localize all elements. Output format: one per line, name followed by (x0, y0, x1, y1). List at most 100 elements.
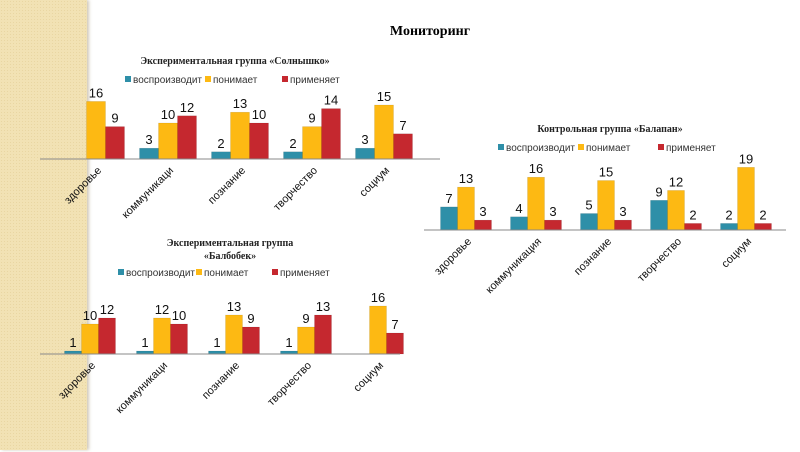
bar (314, 314, 332, 355)
legend-label: понимает (213, 75, 258, 86)
legend-label: воспроизводит (506, 143, 575, 154)
legend-swatch (196, 269, 202, 275)
category-label: социум (719, 236, 754, 271)
bar (86, 101, 106, 160)
data-label: 15 (377, 89, 391, 104)
bar (225, 314, 243, 355)
category-label: творчество (635, 236, 684, 285)
category-label: познание (200, 360, 242, 402)
category-label: коммуникаци (114, 360, 170, 416)
data-label: 9 (655, 184, 662, 199)
data-label: 5 (585, 198, 592, 213)
bar (98, 317, 116, 355)
bar (720, 223, 738, 231)
bar (355, 147, 375, 160)
bar (230, 111, 250, 160)
category-label: коммуникация (484, 236, 545, 297)
data-label: 2 (289, 136, 296, 151)
data-label: 1 (285, 335, 292, 350)
legend-label: воспроизводит (126, 268, 195, 279)
legend-label: понимает (204, 268, 249, 279)
bar (249, 122, 269, 160)
data-label: 13 (459, 171, 473, 186)
bar (754, 223, 772, 231)
decorative-side-strip (0, 0, 87, 450)
bar (474, 219, 492, 231)
data-label: 3 (619, 204, 626, 219)
bar (527, 176, 545, 231)
legend-label: применяет (290, 75, 340, 86)
bar (211, 151, 231, 160)
data-label: 13 (227, 299, 241, 314)
category-label: социум (351, 360, 386, 395)
bar (544, 219, 562, 231)
bar (297, 326, 315, 355)
chart-solnyshko: Экспериментальная группа «Солнышко» воспр… (40, 56, 440, 221)
data-label: 16 (371, 290, 385, 305)
page-title: Мониторинг (389, 24, 471, 39)
bar (457, 186, 475, 231)
bar (81, 323, 99, 355)
legend-label: воспроизводит (133, 75, 202, 86)
data-label: 3 (549, 204, 556, 219)
bar (374, 104, 394, 160)
chart-title: Экспериментальная группа (167, 238, 293, 249)
data-label: 2 (725, 207, 732, 222)
legend-swatch (282, 76, 288, 82)
chart-title: «Балбобек» (204, 251, 256, 262)
bar (170, 323, 188, 355)
data-label: 2 (689, 207, 696, 222)
category-label: познание (572, 236, 614, 278)
chart-balapan: Контрольная группа «Балапан» воспроизводи… (424, 124, 786, 297)
bar (139, 147, 159, 160)
bar (105, 126, 125, 160)
category-label: творчество (271, 165, 320, 214)
data-label: 10 (83, 308, 97, 323)
bar (684, 223, 702, 231)
bar (650, 200, 668, 231)
legend-swatch (125, 76, 131, 82)
data-label: 9 (247, 311, 254, 326)
data-label: 3 (479, 204, 486, 219)
data-label: 9 (308, 111, 315, 126)
data-label: 12 (155, 302, 169, 317)
bar (667, 190, 685, 231)
category-label: познание (206, 165, 248, 207)
bar (580, 213, 598, 231)
bar (242, 326, 260, 355)
legend-label: применяет (666, 143, 716, 154)
legend-swatch (578, 144, 584, 150)
data-label: 12 (180, 100, 194, 115)
data-label: 14 (324, 93, 338, 108)
category-label: социум (357, 165, 392, 200)
data-label: 9 (111, 111, 118, 126)
legend-swatch (118, 269, 124, 275)
data-label: 1 (141, 335, 148, 350)
data-label: 16 (529, 161, 543, 176)
data-label: 7 (445, 191, 452, 206)
data-label: 12 (669, 174, 683, 189)
data-label: 2 (759, 207, 766, 222)
bar (177, 115, 197, 160)
bar (510, 216, 528, 231)
chart-title: Контрольная группа «Балапан» (537, 124, 682, 135)
chart-balbobek: Экспериментальная группа «Балбобек» воспро… (40, 238, 404, 416)
legend-swatch (498, 144, 504, 150)
data-label: 3 (145, 132, 152, 147)
bar (158, 122, 178, 160)
legend-label: применяет (280, 268, 330, 279)
bar (737, 167, 755, 231)
category-label: здоровье (56, 360, 98, 402)
data-label: 10 (172, 308, 186, 323)
data-label: 7 (391, 317, 398, 332)
data-label: 7 (399, 118, 406, 133)
category-label: здоровье (432, 236, 474, 278)
legend-swatch (205, 76, 211, 82)
bar (614, 219, 632, 231)
bar (369, 305, 387, 355)
data-label: 19 (739, 151, 753, 166)
bar (302, 126, 322, 160)
legend-swatch (272, 269, 278, 275)
bar (393, 133, 413, 160)
chart-title: Экспериментальная группа «Солнышко» (140, 56, 329, 67)
